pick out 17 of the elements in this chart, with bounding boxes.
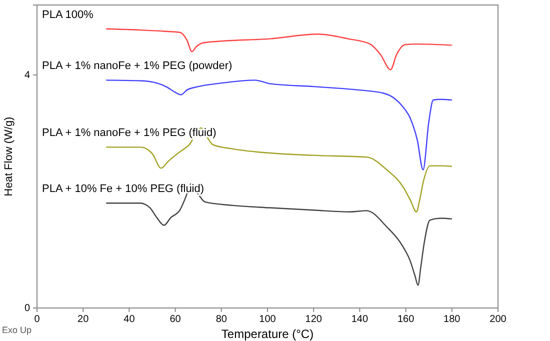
series-label: PLA 100% [42, 8, 94, 21]
series-label: PLA + 1% nanoFe + 1% PEG (powder) [42, 60, 232, 72]
x-tick-label: 0 [34, 314, 40, 326]
x-tick-label: 80 [216, 314, 228, 326]
x-tick-label: 200 [490, 314, 507, 326]
y-tick-label: 4 [24, 70, 30, 82]
x-tick-label: 100 [259, 314, 276, 326]
y-axis-title: Heat Flow (W/g) [3, 116, 15, 196]
text: Exo Up [2, 325, 32, 335]
x-tick-label: 60 [170, 314, 182, 326]
x-tick-label: 160 [397, 314, 415, 326]
x-tick-label: 40 [124, 314, 136, 326]
x-tick-label: 180 [444, 314, 461, 326]
x-tick-label: 120 [305, 314, 322, 326]
x-axis-title: Temperature (°C) [221, 327, 314, 341]
x-tick-label: 140 [351, 314, 368, 326]
x-tick-label: 20 [78, 314, 90, 326]
